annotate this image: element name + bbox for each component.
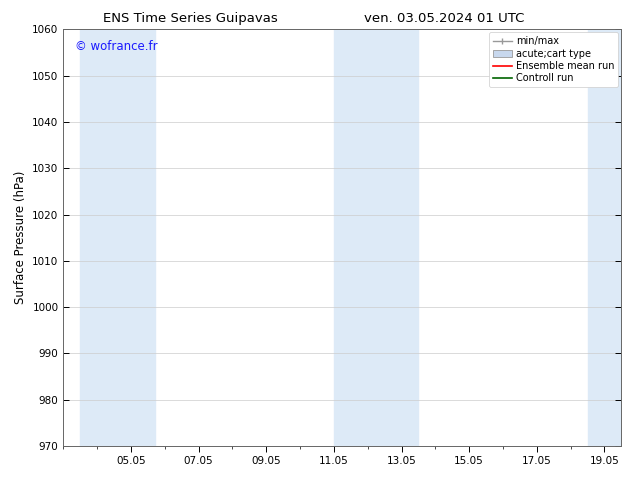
Text: ven. 03.05.2024 01 UTC: ven. 03.05.2024 01 UTC <box>364 12 524 25</box>
Bar <box>81 29 155 446</box>
Text: © wofrance.fr: © wofrance.fr <box>75 40 157 53</box>
Text: ENS Time Series Guipavas: ENS Time Series Guipavas <box>103 12 278 25</box>
Y-axis label: Surface Pressure (hPa): Surface Pressure (hPa) <box>14 171 27 304</box>
Legend: min/max, acute;cart type, Ensemble mean run, Controll run: min/max, acute;cart type, Ensemble mean … <box>489 32 618 87</box>
Bar <box>588 29 621 446</box>
Bar <box>334 29 418 446</box>
